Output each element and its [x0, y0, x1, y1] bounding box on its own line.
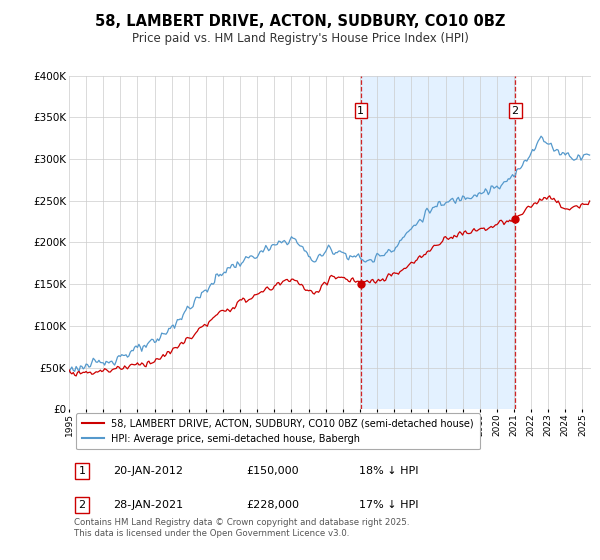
Bar [361, 76, 515, 409]
Text: 18% ↓ HPI: 18% ↓ HPI [359, 466, 418, 476]
Text: Contains HM Land Registry data © Crown copyright and database right 2025.
This d: Contains HM Land Registry data © Crown c… [74, 518, 410, 538]
Text: 28-JAN-2021: 28-JAN-2021 [113, 500, 184, 510]
Text: 2: 2 [512, 106, 519, 116]
Text: 2: 2 [79, 500, 86, 510]
Text: Price paid vs. HM Land Registry's House Price Index (HPI): Price paid vs. HM Land Registry's House … [131, 32, 469, 45]
Legend: 58, LAMBERT DRIVE, ACTON, SUDBURY, CO10 0BZ (semi-detached house), HPI: Average : 58, LAMBERT DRIVE, ACTON, SUDBURY, CO10 … [76, 413, 480, 450]
Text: 20-JAN-2012: 20-JAN-2012 [113, 466, 184, 476]
Text: 1: 1 [358, 106, 364, 116]
Text: £150,000: £150,000 [247, 466, 299, 476]
Text: 17% ↓ HPI: 17% ↓ HPI [359, 500, 418, 510]
Text: 1: 1 [79, 466, 86, 476]
Text: 58, LAMBERT DRIVE, ACTON, SUDBURY, CO10 0BZ: 58, LAMBERT DRIVE, ACTON, SUDBURY, CO10 … [95, 14, 505, 29]
Text: £228,000: £228,000 [247, 500, 299, 510]
